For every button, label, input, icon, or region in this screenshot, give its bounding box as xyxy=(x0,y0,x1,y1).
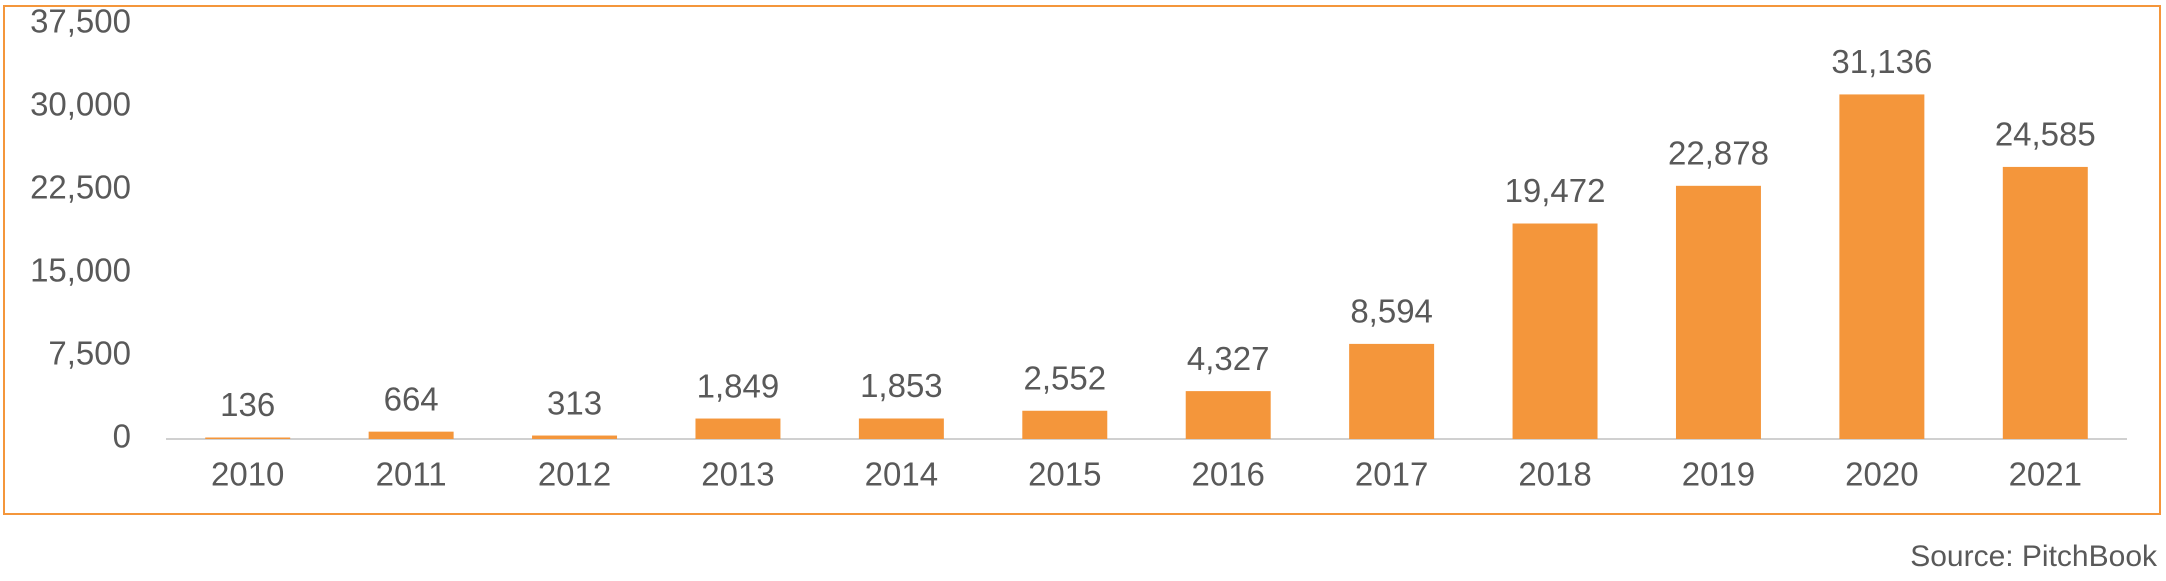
data-label: 19,472 xyxy=(1505,172,1606,209)
data-label: 664 xyxy=(384,380,439,417)
chart-border xyxy=(3,5,2161,515)
y-tick-label: 37,500 xyxy=(30,3,131,40)
data-label: 1,853 xyxy=(860,367,943,404)
bar xyxy=(1675,185,1761,439)
x-tick-label: 2021 xyxy=(2009,456,2082,493)
bar xyxy=(1839,94,1925,439)
y-tick-label: 15,000 xyxy=(30,252,131,289)
bar xyxy=(1185,391,1271,439)
bar xyxy=(858,418,944,439)
x-tick-label: 2014 xyxy=(865,456,938,493)
bar xyxy=(368,431,454,439)
x-tick-label: 2019 xyxy=(1682,456,1755,493)
y-tick-label: 0 xyxy=(113,418,131,455)
bar xyxy=(695,418,781,439)
x-tick-label: 2020 xyxy=(1845,456,1918,493)
x-tick-label: 2016 xyxy=(1191,456,1264,493)
data-label: 8,594 xyxy=(1350,293,1433,330)
x-tick-label: 2015 xyxy=(1028,456,1101,493)
source-note: Source: PitchBook xyxy=(1910,540,2158,573)
y-tick-label: 30,000 xyxy=(30,86,131,123)
bar xyxy=(205,437,291,439)
x-tick-label: 2018 xyxy=(1518,456,1591,493)
y-tick-label: 7,500 xyxy=(48,335,131,372)
x-tick-label: 2013 xyxy=(701,456,774,493)
data-label: 24,585 xyxy=(1995,116,2096,153)
y-tick-label: 22,500 xyxy=(30,169,131,206)
data-label: 1,849 xyxy=(697,367,780,404)
x-tick-label: 2012 xyxy=(538,456,611,493)
data-label: 31,136 xyxy=(1831,43,1932,80)
bar xyxy=(1349,343,1435,439)
data-label: 136 xyxy=(220,386,275,423)
x-tick-label: 2010 xyxy=(211,456,284,493)
data-label: 2,552 xyxy=(1023,359,1106,396)
x-tick-label: 2011 xyxy=(376,456,447,493)
x-tick-label: 2017 xyxy=(1355,456,1428,493)
bar xyxy=(1022,410,1108,439)
data-label: 22,878 xyxy=(1668,135,1769,172)
bar xyxy=(1512,223,1598,439)
data-label: 313 xyxy=(547,384,602,421)
data-label: 4,327 xyxy=(1187,340,1270,377)
bar xyxy=(532,435,618,439)
bar xyxy=(2002,166,2088,439)
